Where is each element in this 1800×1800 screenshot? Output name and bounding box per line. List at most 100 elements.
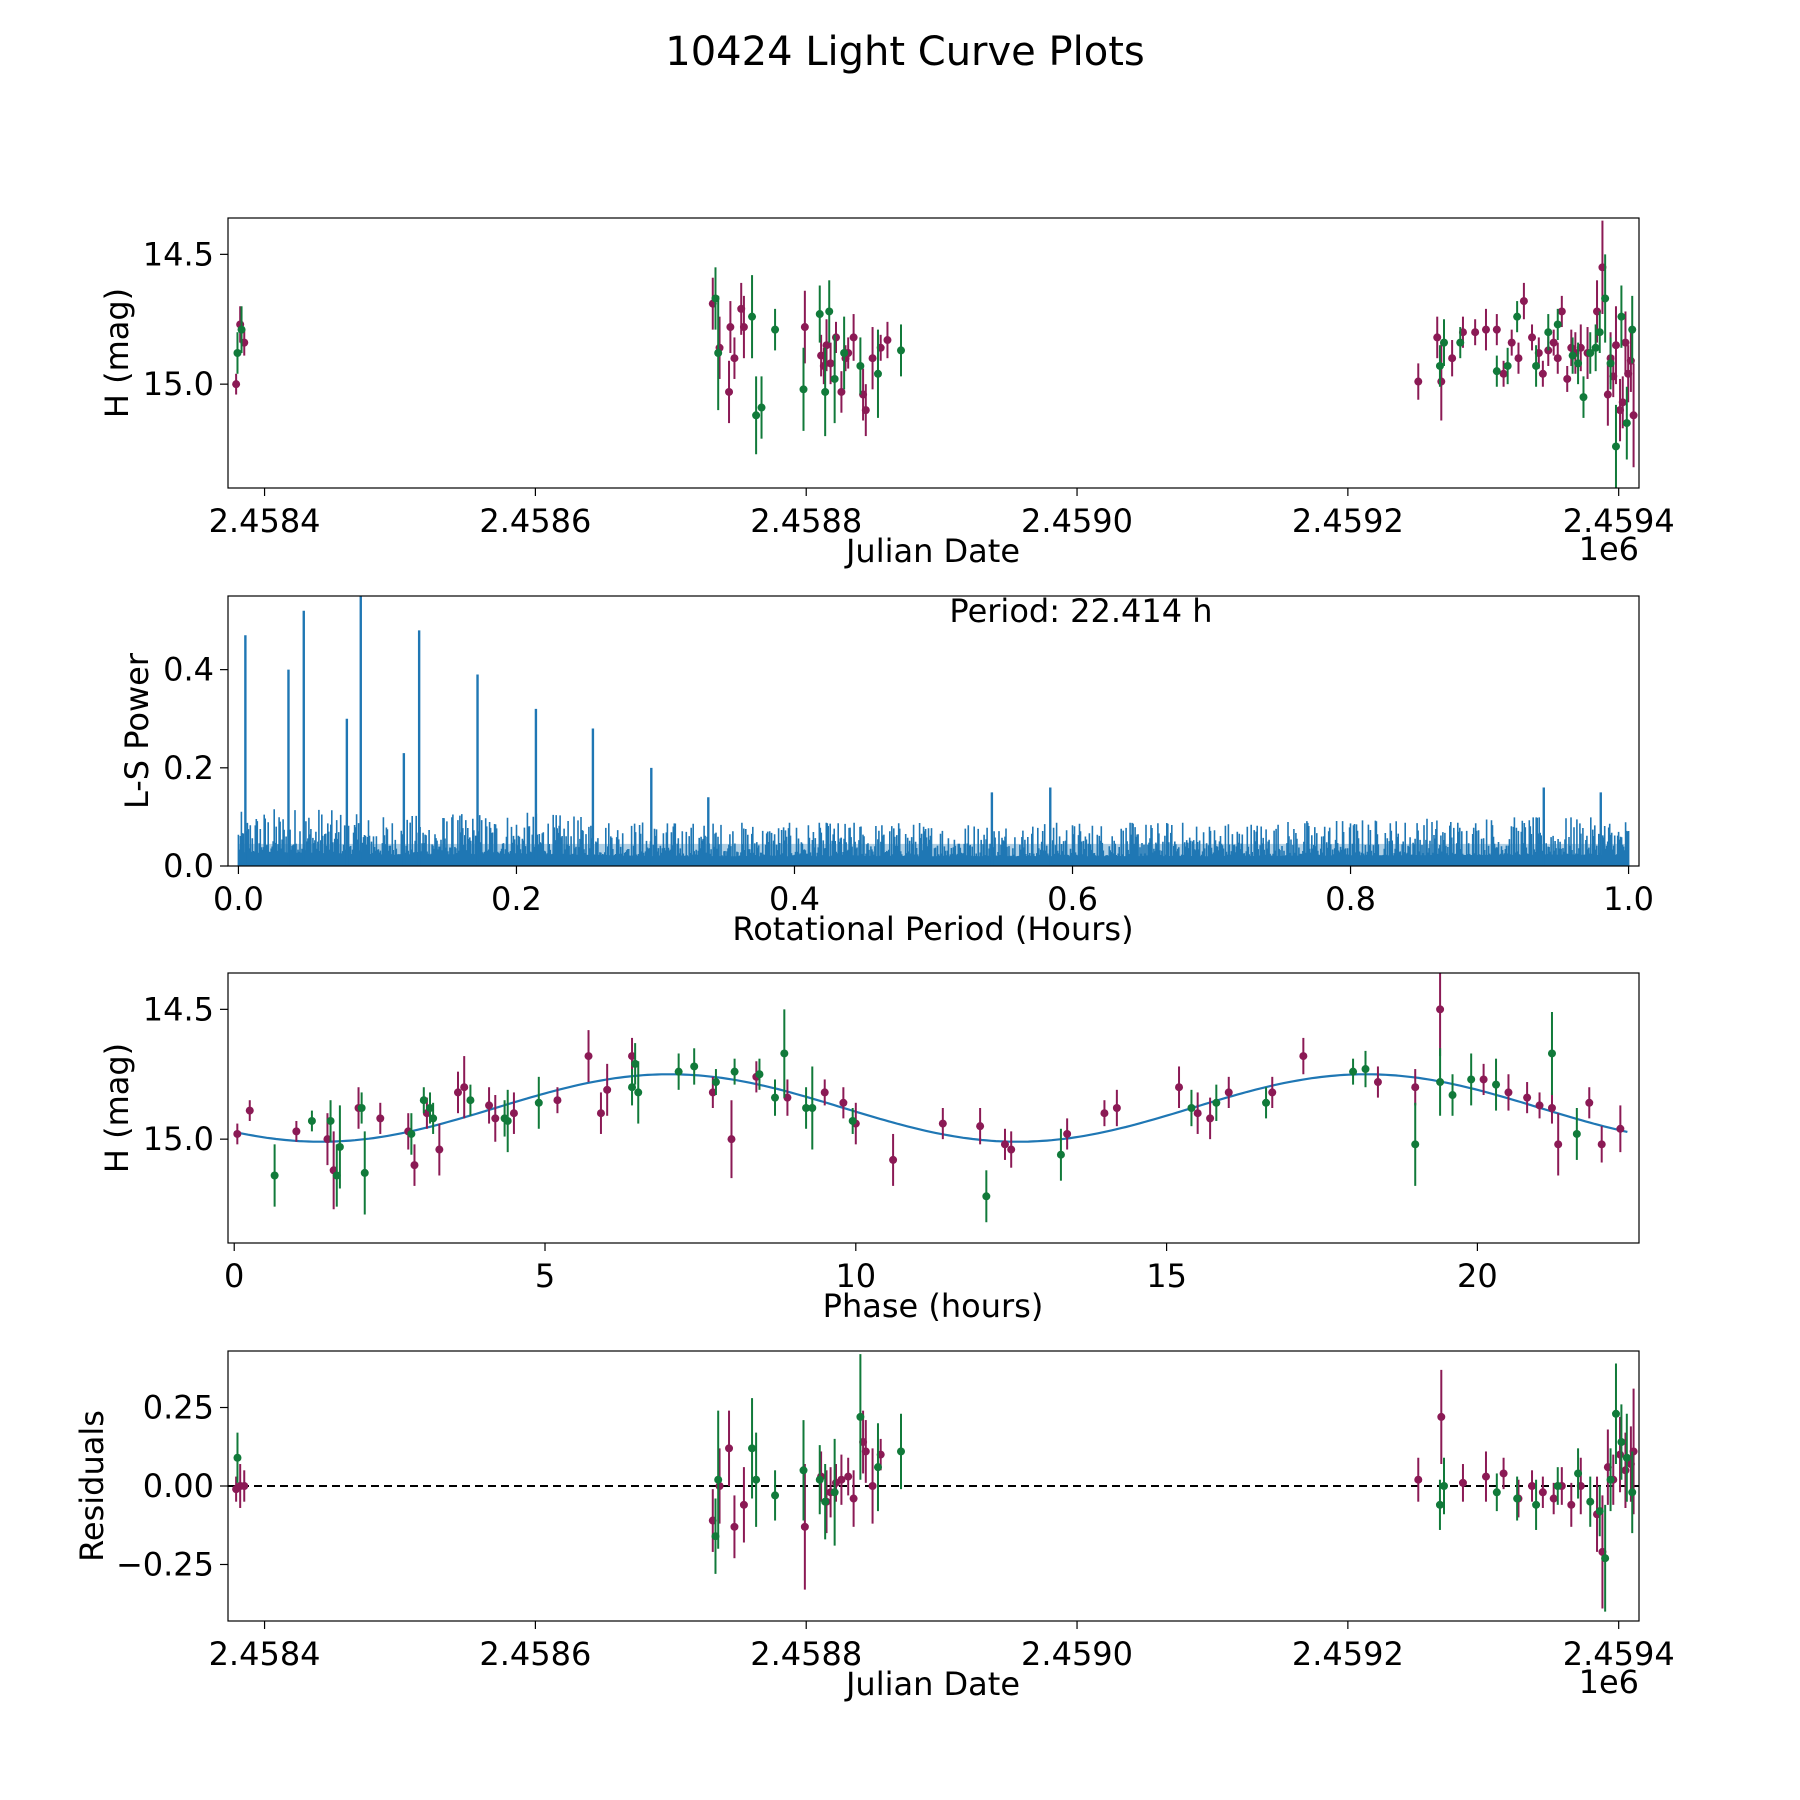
lightcurve-data-point bbox=[1611, 341, 1620, 350]
phased-data-point bbox=[711, 1078, 720, 1087]
lightcurve-data-point bbox=[826, 359, 835, 368]
residuals-data-point bbox=[1458, 1478, 1467, 1487]
residuals-data-point bbox=[739, 1500, 748, 1509]
phased-data-point bbox=[708, 1088, 717, 1097]
residuals-data-point bbox=[849, 1494, 858, 1503]
phased-series-filter-a bbox=[233, 973, 1625, 1210]
phased-data-point bbox=[1262, 1098, 1271, 1107]
phased-data-point bbox=[335, 1142, 344, 1151]
lightcurve-data-point bbox=[1414, 377, 1423, 386]
lightcurve-data-point bbox=[1553, 354, 1562, 363]
phased-data-point bbox=[233, 1129, 242, 1138]
residuals-data-point bbox=[1532, 1500, 1541, 1509]
residuals-data-point bbox=[1586, 1497, 1595, 1506]
phased-data-point bbox=[628, 1083, 637, 1092]
phased-data-point bbox=[1547, 1049, 1556, 1058]
residuals-data-point bbox=[1513, 1494, 1522, 1503]
phased-data-point bbox=[727, 1135, 736, 1144]
phased-data-point bbox=[1585, 1098, 1594, 1107]
lightcurve-data-point bbox=[799, 385, 808, 394]
phased-data-point bbox=[332, 1171, 341, 1180]
residuals-ylabel: Residuals bbox=[73, 1410, 111, 1562]
lightcurve-data-point bbox=[897, 346, 906, 355]
phased-data-point bbox=[435, 1145, 444, 1154]
lightcurve-data-point bbox=[800, 323, 809, 332]
phased-data-point bbox=[839, 1098, 848, 1107]
residuals-data-point bbox=[233, 1453, 242, 1462]
lightcurve-data-point bbox=[233, 349, 242, 357]
lightcurve-data-point bbox=[1553, 320, 1562, 329]
residuals-data-point bbox=[1528, 1482, 1537, 1490]
lightcurve-ytick-label: 14.5 bbox=[143, 235, 214, 273]
residuals-data-point bbox=[748, 1444, 757, 1453]
lightcurve-data-point bbox=[830, 374, 839, 383]
phased-data-point bbox=[245, 1106, 254, 1115]
lightcurve-data-point bbox=[1503, 361, 1512, 370]
residuals-data-point bbox=[1629, 1447, 1638, 1456]
residuals-xtick-label: 2.4584 bbox=[209, 1635, 321, 1673]
periodogram-xtick-label: 0.0 bbox=[213, 880, 264, 918]
residuals-data-point bbox=[1595, 1507, 1604, 1516]
lightcurve-data-point bbox=[1492, 367, 1501, 376]
residuals-data-point bbox=[240, 1482, 249, 1490]
lightcurve-data-point bbox=[1574, 359, 1583, 368]
periodogram-annotation: Period: 22.414 h bbox=[949, 592, 1212, 630]
phased-data-point bbox=[1007, 1145, 1016, 1154]
lightcurve-data-point bbox=[873, 369, 882, 378]
phased-data-point bbox=[1299, 1052, 1308, 1061]
phased-data-point bbox=[631, 1059, 640, 1068]
periodogram-axes-frame bbox=[227, 595, 1640, 867]
phased-data-point bbox=[323, 1135, 332, 1144]
periodogram-noise bbox=[237, 809, 1630, 866]
phased-data-point bbox=[1268, 1088, 1277, 1097]
lightcurve-data-point bbox=[861, 406, 870, 415]
lightcurve-ytick-label: 15.0 bbox=[143, 365, 214, 403]
periodogram-ytick-label: 0.4 bbox=[163, 651, 214, 689]
periodogram-xtick-label: 0.4 bbox=[769, 880, 820, 918]
lightcurve-data-point bbox=[1448, 354, 1457, 363]
lightcurve-axes-frame bbox=[227, 217, 1640, 489]
lightcurve-data-point bbox=[748, 312, 757, 321]
lightcurve-data-point bbox=[1557, 307, 1566, 316]
phased-data-point bbox=[1554, 1140, 1563, 1149]
phased-data-point bbox=[674, 1067, 683, 1076]
phased-data-point bbox=[509, 1109, 518, 1118]
residuals-data-point bbox=[730, 1522, 739, 1531]
lightcurve-data-point bbox=[1629, 411, 1638, 420]
lightcurve-data-point bbox=[1456, 338, 1465, 347]
lightcurve-data-point bbox=[1606, 359, 1615, 368]
phased-xtick-label: 10 bbox=[835, 1257, 876, 1295]
lightcurve-data-point bbox=[1513, 312, 1522, 321]
phased-data-point bbox=[730, 1067, 739, 1076]
phased-data-point bbox=[802, 1104, 811, 1112]
lightcurve-data-point bbox=[1433, 333, 1442, 342]
residuals-data-point bbox=[815, 1475, 824, 1484]
lightcurve-plot-area bbox=[232, 220, 1638, 488]
phased-data-point bbox=[1361, 1065, 1370, 1074]
phased-data-point bbox=[553, 1096, 562, 1105]
periodogram-ytick-label: 0.0 bbox=[163, 847, 214, 885]
residuals-data-point bbox=[1492, 1488, 1501, 1497]
lightcurve-data-point bbox=[840, 349, 849, 357]
residuals-data-point bbox=[1628, 1488, 1637, 1497]
residuals-data-point bbox=[1499, 1469, 1508, 1478]
lightcurve-data-point bbox=[1568, 351, 1577, 360]
phased-data-point bbox=[1504, 1088, 1513, 1097]
lightcurve-ylabel: H (mag) bbox=[98, 288, 136, 418]
residuals-data-point bbox=[714, 1475, 723, 1484]
residuals-data-point bbox=[1611, 1409, 1620, 1418]
residuals-data-point bbox=[1617, 1438, 1626, 1447]
residuals-data-point bbox=[1601, 1554, 1610, 1563]
phased-data-point bbox=[1492, 1080, 1501, 1089]
residuals-ticks: 2.4584 2.4586 2.4588 2.4590 2.4592 2.4594 0.25… bbox=[116, 1389, 1675, 1673]
lightcurve-data-point bbox=[1528, 333, 1537, 342]
phased-data-point bbox=[376, 1114, 385, 1123]
phased-data-point bbox=[1411, 1140, 1420, 1149]
phased-data-point bbox=[360, 1168, 369, 1177]
lightcurve-data-point bbox=[1507, 338, 1516, 347]
lightcurve-xtick-label: 2.4594 bbox=[1563, 502, 1675, 540]
periodogram-ylabel: L-S Power bbox=[118, 652, 156, 809]
lightcurve-data-point bbox=[1595, 328, 1604, 337]
residuals-data-point bbox=[861, 1447, 870, 1456]
